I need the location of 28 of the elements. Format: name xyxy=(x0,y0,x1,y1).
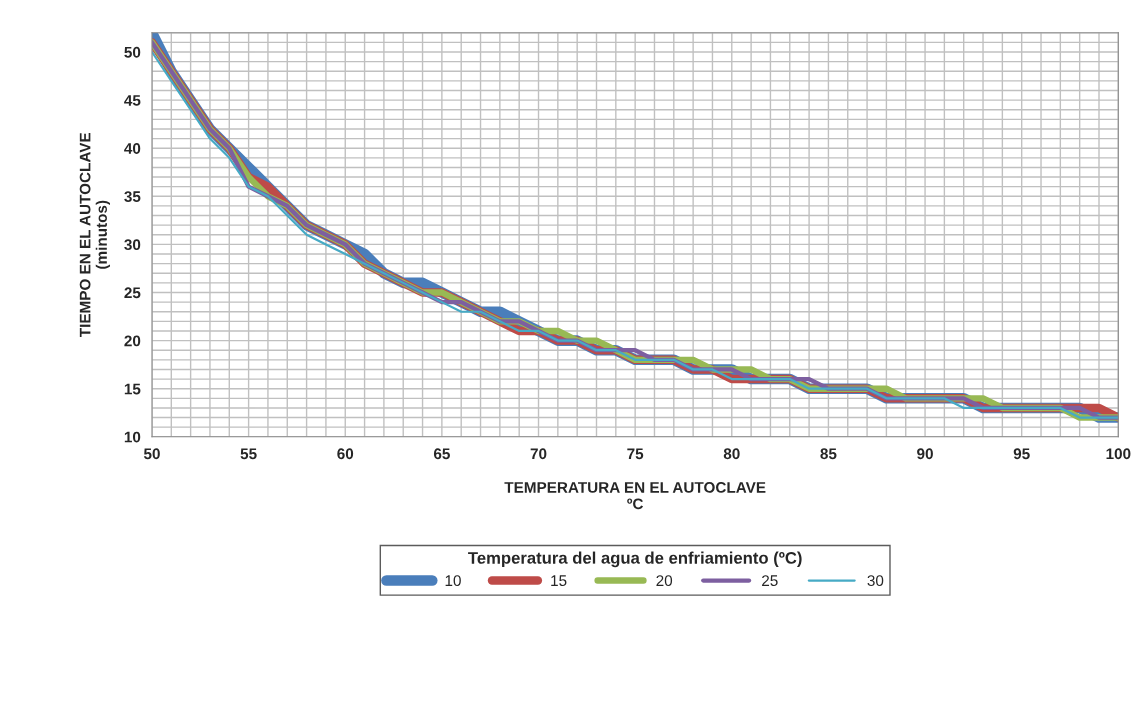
x-tick-label: 60 xyxy=(337,448,354,460)
legend-label: 10 xyxy=(445,575,461,587)
y-tick-label: 40 xyxy=(124,143,141,154)
x-tick-label: 90 xyxy=(917,448,933,460)
x-tick-label: 70 xyxy=(530,448,547,460)
y-tick-label: 10 xyxy=(124,431,141,443)
y-tick-label: 50 xyxy=(124,46,141,58)
x-axis-title: TEMPERATURA EN EL AUTOCLAVE ºC xyxy=(504,482,766,510)
x-tick-label: 55 xyxy=(240,448,257,460)
x-tick-label: 100 xyxy=(1106,448,1131,460)
x-tick-label: 95 xyxy=(1013,448,1030,460)
legend-label: 20 xyxy=(656,575,673,587)
y-tick-label: 30 xyxy=(124,239,141,251)
legend-title: Temperatura del agua de enfriamiento (ºC) xyxy=(468,551,802,568)
x-tick-label: 80 xyxy=(723,448,740,460)
legend-label: 25 xyxy=(762,575,778,587)
y-axis-title: TIEMPO EN EL AUTOCLAVE (minutos) xyxy=(79,132,110,338)
y-tick-label: 25 xyxy=(124,287,141,299)
y-tick-label: 35 xyxy=(124,191,141,203)
legend-label: 30 xyxy=(867,575,884,587)
x-tick-label: 75 xyxy=(627,448,644,460)
x-tick-label: 65 xyxy=(433,448,450,460)
legend-label: 15 xyxy=(551,575,567,587)
y-tick-label: 20 xyxy=(124,335,141,347)
x-tick-label: 50 xyxy=(143,448,160,460)
y-tick-label: 15 xyxy=(124,383,141,395)
x-tick-label: 85 xyxy=(820,448,837,460)
y-tick-label: 45 xyxy=(124,95,141,106)
